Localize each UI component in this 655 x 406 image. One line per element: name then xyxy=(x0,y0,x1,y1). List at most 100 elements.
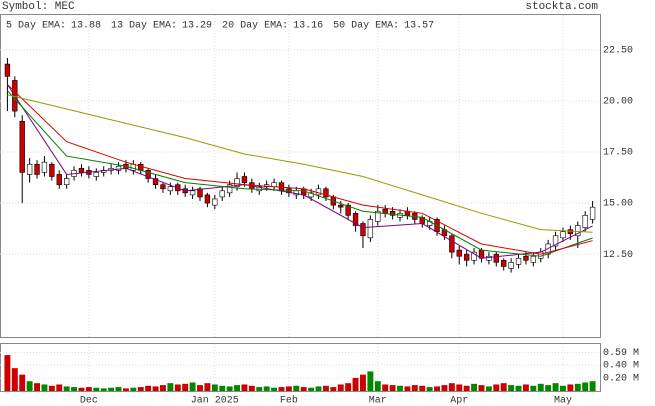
candle-body xyxy=(41,161,48,173)
candle-body xyxy=(93,172,99,177)
candle-body xyxy=(515,257,522,265)
ema-line xyxy=(7,94,593,233)
candle-body xyxy=(26,163,33,175)
volume-bar xyxy=(285,386,292,391)
volume-bar xyxy=(552,383,559,391)
volume-bar xyxy=(434,386,440,391)
volume-bar xyxy=(589,381,596,391)
candle-body xyxy=(241,176,248,183)
candle-body xyxy=(49,163,55,177)
volume-bar xyxy=(352,377,359,391)
volume-bar xyxy=(26,381,33,391)
volume-bar xyxy=(241,384,248,391)
candle-body xyxy=(189,190,196,196)
volume-tick-label: 0.20 M xyxy=(603,374,639,385)
volume-bar xyxy=(478,385,485,391)
volume-bar xyxy=(174,384,181,391)
candle-body xyxy=(382,208,388,214)
candle-body xyxy=(456,249,462,257)
volume-bar xyxy=(48,385,55,391)
candle-body xyxy=(204,194,211,204)
volume-bar xyxy=(56,384,63,391)
volume-bar xyxy=(419,385,426,391)
legend-name: 50 Day EMA: xyxy=(333,21,399,32)
y-tick-label: 20.00 xyxy=(603,97,633,108)
x-tick-label: Feb xyxy=(280,395,298,406)
candle-body xyxy=(56,174,62,185)
candle-body xyxy=(145,170,151,179)
candle-body xyxy=(115,165,122,171)
y-tick-label: 15.00 xyxy=(603,199,633,210)
candle-body xyxy=(226,184,233,194)
candle-body xyxy=(508,262,514,269)
legend-name: 20 Day EMA: xyxy=(222,21,288,32)
volume-tick-label: 0.40 M xyxy=(603,361,639,372)
y-tick-label: 12.50 xyxy=(603,250,633,261)
candle-body xyxy=(523,255,529,261)
volume-bar xyxy=(567,384,574,391)
volume-bar xyxy=(160,385,166,391)
volume-bar xyxy=(530,385,537,391)
volume-bar xyxy=(256,387,263,391)
candle-body xyxy=(34,163,40,175)
volume-bar xyxy=(448,383,455,391)
volume-bar xyxy=(300,387,307,391)
volume-bar xyxy=(382,384,389,391)
volume-bar xyxy=(545,385,552,391)
volume-bar xyxy=(219,385,226,391)
legend-name: 13 Day EMA: xyxy=(111,21,177,32)
volume-bar xyxy=(426,387,433,391)
volume-bar xyxy=(508,385,515,391)
volume-bar xyxy=(582,382,589,391)
candle-body xyxy=(530,255,537,263)
volume-bar xyxy=(500,383,507,391)
volume-bar xyxy=(263,386,270,391)
volume-frame xyxy=(0,343,601,392)
volume-bar xyxy=(78,387,85,391)
candle-body xyxy=(560,231,566,239)
volume-bar xyxy=(574,383,581,391)
volume-bar xyxy=(122,388,129,391)
volume-bar xyxy=(315,386,322,391)
volume-bar xyxy=(485,386,492,391)
volume-bar xyxy=(197,385,203,391)
volume-tick-label: 0.59 M xyxy=(603,348,639,359)
volume-bar xyxy=(271,387,278,391)
candle-body xyxy=(219,190,225,198)
volume-bar xyxy=(167,383,174,391)
volume-bar xyxy=(11,368,18,391)
candle-body xyxy=(352,212,359,226)
legend-value: 13.16 xyxy=(293,21,323,32)
candle-body xyxy=(589,206,596,220)
volume-bar xyxy=(226,386,233,391)
candle-body xyxy=(575,225,581,237)
candle-body xyxy=(493,253,499,263)
volume-bar xyxy=(182,383,189,391)
volume-bar xyxy=(204,383,211,391)
ema-line xyxy=(6,84,593,259)
volume-bar xyxy=(345,383,352,391)
volume-bar xyxy=(404,386,411,391)
candle-body xyxy=(389,210,396,216)
candle-body xyxy=(345,204,351,216)
site: stockta.com xyxy=(525,1,598,13)
volume-bar xyxy=(34,383,40,391)
volume-bar xyxy=(19,374,26,391)
volume-bar xyxy=(93,387,100,391)
volume-bar xyxy=(397,385,403,391)
volume-bar xyxy=(463,385,470,391)
volume-bar xyxy=(189,382,196,391)
volume-bar xyxy=(456,384,463,391)
x-tick-label: Dec xyxy=(80,396,98,406)
volume-bar xyxy=(211,384,218,391)
volume-bar xyxy=(374,381,381,391)
volume-bar xyxy=(152,386,159,391)
candle-body xyxy=(360,223,366,237)
candle-body xyxy=(234,178,240,188)
candle-body xyxy=(323,188,329,198)
volume-bar xyxy=(493,384,500,391)
price-frame xyxy=(0,14,601,338)
candle-body xyxy=(19,121,25,173)
volume-bar xyxy=(137,387,144,391)
